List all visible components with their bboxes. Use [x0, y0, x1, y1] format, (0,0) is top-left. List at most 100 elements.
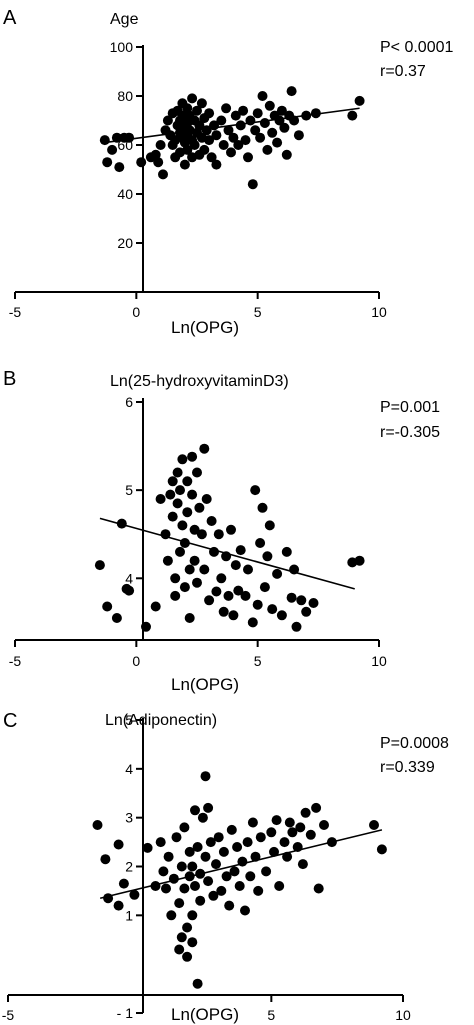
- panel-c-point-13: [166, 910, 177, 921]
- panel-c-point-49: [229, 866, 240, 877]
- panel-a-stat-1: r=0.37: [380, 63, 426, 80]
- panel-a-x-tick-label-2: 5: [254, 304, 262, 320]
- panel-a-point-92: [354, 95, 365, 106]
- panel-c-point-35: [197, 812, 208, 823]
- panel-c-point-68: [287, 827, 298, 838]
- panel-b-point-26: [184, 564, 195, 575]
- panel-c-point-38: [203, 876, 214, 887]
- panel-b-point-6: [141, 621, 151, 632]
- panel-c-point-60: [261, 866, 272, 877]
- panel-b-letter: B: [3, 368, 16, 390]
- panel-b-point-20: [177, 454, 188, 465]
- panel-a-point-72: [252, 108, 263, 119]
- panel-b-point-48: [226, 524, 236, 535]
- panel-c-point-30: [190, 805, 200, 816]
- panel-a-point-77: [264, 100, 275, 111]
- panel-a-point-37: [187, 93, 198, 104]
- panel-c-point-26: [187, 861, 198, 872]
- panel-c-point-23: [182, 951, 193, 962]
- panel-c-point-6: [129, 889, 140, 900]
- panel-a-trendline: [104, 107, 360, 144]
- panel-b-point-65: [276, 610, 287, 621]
- panel-a-point-90: [310, 108, 321, 119]
- panel-a-y-tick-label-4: 100: [110, 39, 134, 55]
- panel-b-point-38: [201, 494, 212, 504]
- panel-b-point-1: [102, 601, 113, 612]
- panel-b-point-5: [124, 585, 135, 596]
- panel-c-point-51: [234, 881, 245, 891]
- panel-b-point-55: [247, 617, 258, 628]
- panel-b-point-18: [175, 546, 185, 557]
- panel-b-point-35: [196, 529, 207, 540]
- panel-b-point-53: [240, 590, 251, 601]
- panel-a-point-84: [281, 149, 292, 160]
- panel-b-point-60: [259, 582, 270, 593]
- panel-c-point-42: [211, 859, 221, 870]
- panel-c-point-63: [271, 815, 282, 826]
- panel-b-point-15: [170, 590, 181, 601]
- panel-c-point-5: [113, 839, 124, 850]
- panel-a-point-62: [228, 132, 239, 143]
- panel-b-point-54: [243, 564, 253, 575]
- panel-c-point-37: [200, 771, 211, 782]
- panel-b-point-27: [184, 613, 195, 623]
- panel-a-point-49: [199, 144, 210, 155]
- panel-c-y-tick-label-5: 5: [125, 712, 133, 728]
- panel-c-x-tick-label-1: 5: [267, 1007, 275, 1023]
- panel-b-point-66: [281, 546, 292, 557]
- panel-b-point-14: [170, 573, 181, 584]
- panel-b-point-42: [211, 586, 222, 597]
- panel-c-y-tick-label-1: 1: [125, 907, 133, 923]
- panel-c-point-59: [255, 832, 266, 843]
- panel-b-point-8: [155, 494, 166, 504]
- panel-a-point-30: [179, 159, 190, 170]
- panel-a-point-78: [267, 127, 278, 138]
- panel-b-point-44: [216, 573, 227, 584]
- panel-b-point-17: [172, 498, 183, 509]
- panel-a-point-57: [216, 115, 227, 126]
- panel-b-point-67: [286, 592, 297, 603]
- panel-a-letter: A: [3, 7, 17, 29]
- panel-c-point-41: [208, 890, 219, 901]
- panel-a-point-44: [194, 120, 205, 131]
- panel-b-point-31: [189, 555, 200, 566]
- panel-a-point-74: [257, 91, 268, 101]
- panel-b-point-36: [199, 443, 210, 454]
- panel-a-point-71: [250, 125, 261, 136]
- panel-b-point-0: [94, 560, 105, 571]
- panel-b-point-69: [291, 621, 302, 632]
- panel-b-point-24: [182, 476, 193, 487]
- panel-c-point-7: [142, 842, 153, 853]
- panel-b-point-64: [272, 568, 283, 579]
- panel-c-point-53: [240, 905, 250, 916]
- panel-c-point-19: [176, 861, 187, 872]
- panel-b-y-tick-label-0: 4: [125, 570, 133, 586]
- panel-b-stat-0: P=0.001: [380, 399, 440, 416]
- panel-a-title: Age: [110, 11, 139, 28]
- panel-c-point-4: [118, 878, 129, 889]
- panel-a-point-64: [233, 140, 244, 150]
- panel-b-x-tick-label-1: 0: [132, 653, 140, 669]
- panel-c-point-17: [174, 944, 185, 955]
- panel-b-point-29: [187, 489, 198, 500]
- panel-c-point-39: [203, 802, 214, 813]
- panel-b-point-39: [204, 595, 215, 606]
- panel-a-point-7: [136, 157, 147, 168]
- panel-c-point-32: [192, 978, 203, 989]
- panel-a-point-12: [158, 169, 168, 180]
- panel-b-point-28: [187, 451, 198, 462]
- panel-c-point-43: [213, 832, 224, 843]
- panel-c-point-10: [158, 866, 169, 877]
- panel-a-point-83: [279, 122, 290, 133]
- panel-a-point-56: [211, 159, 222, 170]
- panel-b-point-12: [167, 476, 178, 487]
- panel-b-point-11: [165, 489, 176, 500]
- panel-b-point-50: [230, 560, 241, 571]
- panel-a-point-0: [99, 135, 110, 146]
- panel-c-point-44: [216, 885, 227, 896]
- panel-c-point-45: [218, 846, 229, 857]
- panel-c-x-tick-label-2: 10: [395, 1007, 411, 1023]
- panel-b-point-57: [252, 599, 263, 610]
- panel-a-point-63: [230, 110, 241, 121]
- panel-a-point-11: [155, 140, 166, 150]
